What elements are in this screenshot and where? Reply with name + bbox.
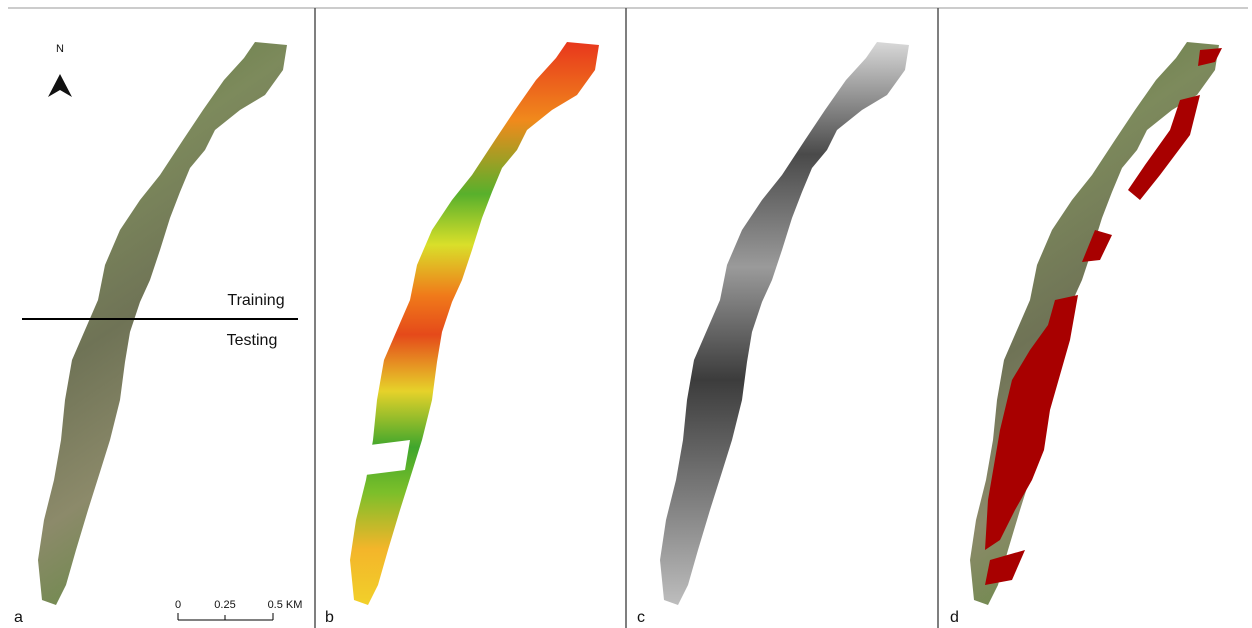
page: N Training Testing 0 0.25 0.5 KM a b c d…: [0, 0, 1252, 628]
grayscale-map: [660, 42, 909, 605]
scale-label: 0: [175, 599, 181, 611]
panel-label: a: [14, 609, 23, 626]
north-arrow: [48, 74, 72, 97]
panel-label: c: [637, 609, 645, 626]
figure: N Training Testing 0 0.25 0.5 KM a b c d: [0, 0, 1252, 628]
scale-bar: 0 0.25 0.5 KM: [175, 599, 302, 620]
gap: [365, 440, 410, 475]
training-label: Training: [227, 292, 284, 309]
scale-label: 0.5 KM: [268, 599, 303, 611]
north-label: N: [56, 43, 64, 55]
testing-label: Testing: [227, 332, 278, 349]
elevation-map: [350, 42, 599, 605]
scale-label: 0.25: [214, 599, 235, 611]
orthophoto: [38, 42, 287, 605]
panel-label: d: [950, 609, 959, 626]
panel-label: b: [325, 609, 334, 626]
